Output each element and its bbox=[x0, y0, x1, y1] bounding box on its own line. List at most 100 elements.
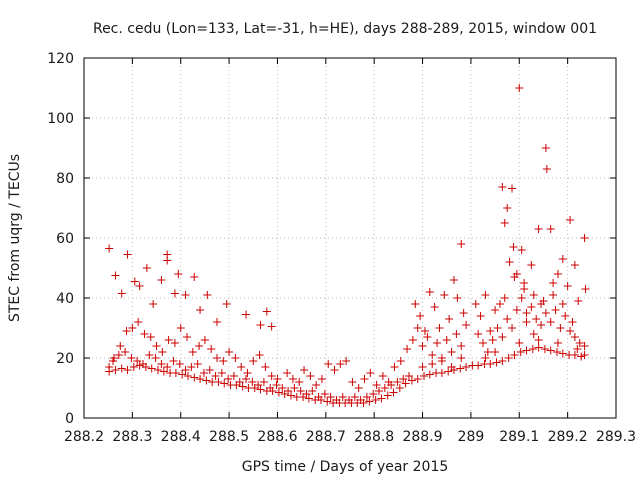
data-point bbox=[420, 327, 429, 335]
data-point bbox=[401, 379, 410, 388]
data-point bbox=[395, 384, 404, 392]
data-point bbox=[491, 348, 500, 356]
data-point bbox=[558, 349, 567, 358]
data-point bbox=[317, 375, 326, 383]
data-point bbox=[558, 300, 567, 308]
data-point bbox=[332, 396, 341, 404]
data-point bbox=[549, 279, 558, 287]
data-point bbox=[503, 315, 512, 323]
data-point bbox=[407, 376, 416, 385]
data-point bbox=[380, 384, 389, 392]
data-point bbox=[474, 361, 483, 370]
data-point bbox=[492, 358, 501, 367]
data-point bbox=[235, 378, 244, 386]
data-point bbox=[390, 363, 399, 371]
data-point bbox=[483, 348, 492, 356]
data-point bbox=[187, 363, 196, 371]
data-point bbox=[217, 369, 226, 377]
data-point bbox=[503, 204, 512, 212]
data-point bbox=[573, 345, 582, 353]
data-point bbox=[520, 279, 529, 287]
data-point bbox=[580, 234, 589, 242]
data-point bbox=[300, 366, 309, 374]
data-point bbox=[428, 360, 437, 368]
data-point bbox=[365, 397, 374, 406]
data-point bbox=[474, 330, 483, 338]
data-point bbox=[375, 387, 384, 395]
data-point bbox=[433, 339, 442, 347]
data-point bbox=[371, 396, 380, 404]
data-point bbox=[117, 364, 126, 373]
data-point bbox=[147, 364, 156, 373]
data-point bbox=[116, 342, 125, 350]
data-point bbox=[399, 375, 408, 383]
data-points bbox=[105, 84, 590, 407]
chart-title: Rec. cedu (Lon=133, Lat=-31, h=HE), days… bbox=[93, 21, 597, 37]
data-point bbox=[211, 372, 220, 380]
x-tick-label: 288.5 bbox=[209, 429, 249, 445]
data-point bbox=[546, 318, 555, 326]
data-point bbox=[248, 378, 257, 386]
data-point bbox=[224, 375, 233, 383]
data-point bbox=[214, 378, 223, 386]
data-point bbox=[471, 300, 480, 308]
x-tick-label: 288.4 bbox=[161, 429, 201, 445]
data-point bbox=[312, 381, 321, 389]
data-point bbox=[330, 366, 339, 374]
data-point bbox=[476, 312, 485, 320]
data-point bbox=[159, 367, 168, 376]
data-point bbox=[308, 387, 317, 395]
data-point bbox=[447, 348, 456, 356]
data-point bbox=[393, 378, 402, 386]
data-point bbox=[123, 250, 132, 259]
data-point bbox=[163, 256, 172, 265]
data-point bbox=[122, 327, 131, 335]
data-point bbox=[348, 378, 357, 386]
data-point bbox=[529, 330, 538, 338]
data-point bbox=[114, 351, 123, 359]
data-point bbox=[570, 351, 579, 359]
data-point bbox=[515, 84, 524, 92]
data-point bbox=[449, 276, 458, 284]
data-point bbox=[457, 354, 466, 362]
data-point bbox=[130, 277, 139, 286]
data-point bbox=[508, 184, 517, 193]
data-point bbox=[135, 361, 144, 370]
x-tick-label: 289.2 bbox=[548, 429, 588, 445]
data-point bbox=[445, 315, 454, 323]
data-point bbox=[243, 369, 252, 377]
data-point bbox=[231, 354, 240, 362]
data-point bbox=[508, 324, 517, 332]
data-point bbox=[437, 369, 446, 377]
data-point bbox=[238, 382, 247, 391]
data-point bbox=[372, 381, 381, 389]
data-point bbox=[416, 312, 425, 320]
data-point bbox=[175, 360, 184, 368]
data-point bbox=[158, 348, 167, 356]
data-point bbox=[121, 348, 130, 356]
data-point bbox=[174, 270, 183, 278]
data-point bbox=[442, 336, 451, 344]
data-point bbox=[145, 351, 154, 359]
data-point bbox=[146, 333, 155, 341]
data-point bbox=[491, 306, 500, 314]
data-point bbox=[534, 225, 543, 233]
data-point bbox=[498, 183, 507, 191]
data-point bbox=[200, 336, 209, 344]
data-point bbox=[498, 333, 507, 341]
data-point bbox=[581, 285, 590, 293]
data-point bbox=[261, 363, 270, 371]
data-point bbox=[249, 357, 258, 365]
data-point bbox=[183, 333, 192, 341]
data-point bbox=[354, 384, 363, 392]
y-tick-label: 60 bbox=[56, 231, 74, 247]
y-axis-label: STEC from uqrg / TECUs bbox=[7, 154, 23, 322]
data-point bbox=[109, 357, 118, 365]
data-point bbox=[360, 375, 369, 383]
data-point bbox=[128, 324, 137, 332]
data-point bbox=[577, 352, 586, 361]
data-point bbox=[188, 348, 197, 356]
data-point bbox=[574, 297, 583, 305]
data-point bbox=[411, 300, 420, 308]
